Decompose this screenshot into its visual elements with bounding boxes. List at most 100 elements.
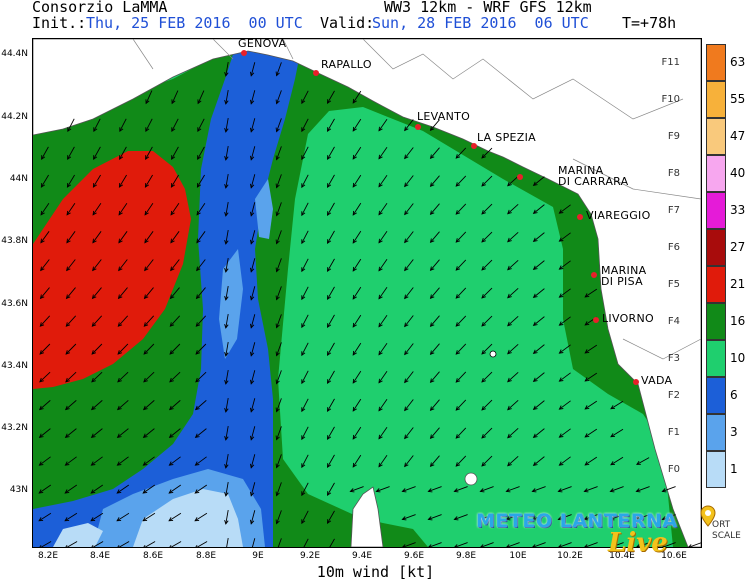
wind-arrow-head — [609, 516, 615, 521]
wind-arrow — [533, 428, 545, 438]
wind-arrow — [143, 456, 155, 466]
wind-arrow — [118, 541, 130, 547]
wind-arrow-head — [92, 238, 97, 244]
city-carrara-2: DI CARRARA — [558, 175, 629, 188]
wind-arrow — [276, 398, 282, 412]
wind-arrow-head — [39, 350, 45, 355]
wind-arrow — [170, 231, 180, 243]
wind-arrow — [276, 370, 282, 384]
wind-arrow-head — [301, 435, 306, 441]
city-carrara-1: MARINA — [558, 164, 604, 177]
wind-arrow-head — [194, 461, 200, 466]
wind-arrow — [481, 259, 493, 271]
wind-arrow-head — [429, 238, 435, 244]
wind-arrow-head — [558, 544, 562, 547]
wind-arrow — [225, 90, 229, 104]
wind-arrow-head — [249, 127, 255, 133]
wind-arrow-head — [532, 209, 538, 215]
init-label: Init.: — [32, 14, 87, 32]
wind-arrow-head — [224, 127, 229, 133]
wind-arrow-head — [352, 294, 357, 300]
wind-arrow — [584, 288, 598, 298]
wind-arrow-head — [224, 519, 229, 525]
wind-arrow — [327, 342, 335, 356]
wind-arrow — [327, 454, 335, 468]
city-rapallo: RAPALLO — [321, 58, 372, 71]
wind-arrow-head — [455, 182, 461, 187]
wind-arrow-head — [301, 267, 306, 273]
wind-arrow — [40, 202, 50, 216]
wind-arrow-head — [67, 127, 72, 133]
wind-arrow — [430, 315, 440, 327]
wind-arrow-head — [301, 127, 306, 133]
wind-arrow — [532, 514, 546, 520]
wind-arrow-head — [224, 71, 229, 77]
wind-arrow-head — [90, 461, 96, 466]
legend-force-label: F7 — [667, 204, 680, 216]
legend-value-label: 40 — [730, 165, 746, 180]
wind-arrow-head — [41, 155, 46, 160]
wind-arrow — [327, 370, 335, 384]
wind-arrow — [91, 315, 103, 327]
wind-arrow-head — [275, 71, 280, 77]
wind-arrow-head — [352, 322, 357, 328]
legend-swatch — [706, 303, 726, 340]
wind-arrow-head — [557, 488, 563, 493]
wind-arrow — [454, 514, 468, 520]
lon-tick: 10E — [509, 551, 527, 561]
wind-arrow-head — [429, 462, 435, 468]
wind-arrow-head — [117, 377, 122, 383]
wind-arrow — [507, 343, 519, 355]
brand-logo-sub: Live — [608, 528, 668, 558]
legend-swatch — [706, 266, 726, 303]
wind-arrow-head — [378, 294, 383, 300]
wind-arrow — [481, 399, 493, 411]
legend-force-label: F4 — [667, 315, 680, 327]
wind-arrow-head — [455, 266, 461, 271]
legend-swatch — [706, 229, 726, 266]
wind-arrow-head — [40, 238, 45, 244]
wind-arrow — [402, 514, 416, 520]
wind-arrow — [327, 510, 335, 524]
wind-arrow — [533, 260, 545, 270]
wind-arrow-head — [90, 517, 96, 522]
wind-arrow — [455, 203, 467, 215]
legend-force-label: F5 — [667, 278, 680, 290]
wind-arrow-head — [481, 209, 486, 215]
wind-arrow-head — [558, 349, 564, 354]
wind-arrow — [662, 542, 676, 547]
wind-arrow-head — [507, 377, 512, 383]
legend-value-label: 1 — [730, 461, 738, 476]
wind-arrow — [481, 147, 493, 159]
wind-arrow — [352, 370, 362, 384]
wind-arrow — [197, 90, 205, 104]
wind-arrow — [145, 146, 153, 160]
legend-force-label: F3 — [667, 352, 680, 364]
wind-arrow-head — [171, 155, 176, 160]
wind-arrow-head — [531, 488, 537, 493]
wind-arrow — [584, 372, 598, 382]
wind-arrow — [378, 371, 388, 383]
wind-arrow — [91, 343, 103, 355]
wind-arrow — [39, 343, 51, 355]
wind-arrow-head — [249, 351, 255, 357]
wind-arrow-head — [584, 461, 590, 466]
sea-f0-pocket-2 — [53, 523, 103, 547]
wind-arrow — [352, 146, 362, 160]
wind-arrow — [250, 482, 256, 496]
wind-arrow — [430, 343, 440, 355]
wind-arrow — [92, 202, 102, 216]
wind-arrow — [194, 512, 208, 522]
wind-arrow-head — [532, 433, 538, 439]
wind-arrow — [65, 456, 77, 466]
wind-arrow — [169, 428, 181, 438]
wind-arrow-head — [66, 182, 72, 188]
wind-arrow — [40, 231, 50, 243]
scale-label-line-1: ORT — [712, 520, 731, 530]
legend-swatch — [706, 118, 726, 155]
legend-value-label: 63 — [730, 54, 746, 69]
wind-arrow — [378, 287, 388, 299]
wind-arrow-head — [249, 463, 255, 469]
wind-arrow — [480, 542, 494, 547]
wind-arrow-head — [144, 266, 149, 272]
